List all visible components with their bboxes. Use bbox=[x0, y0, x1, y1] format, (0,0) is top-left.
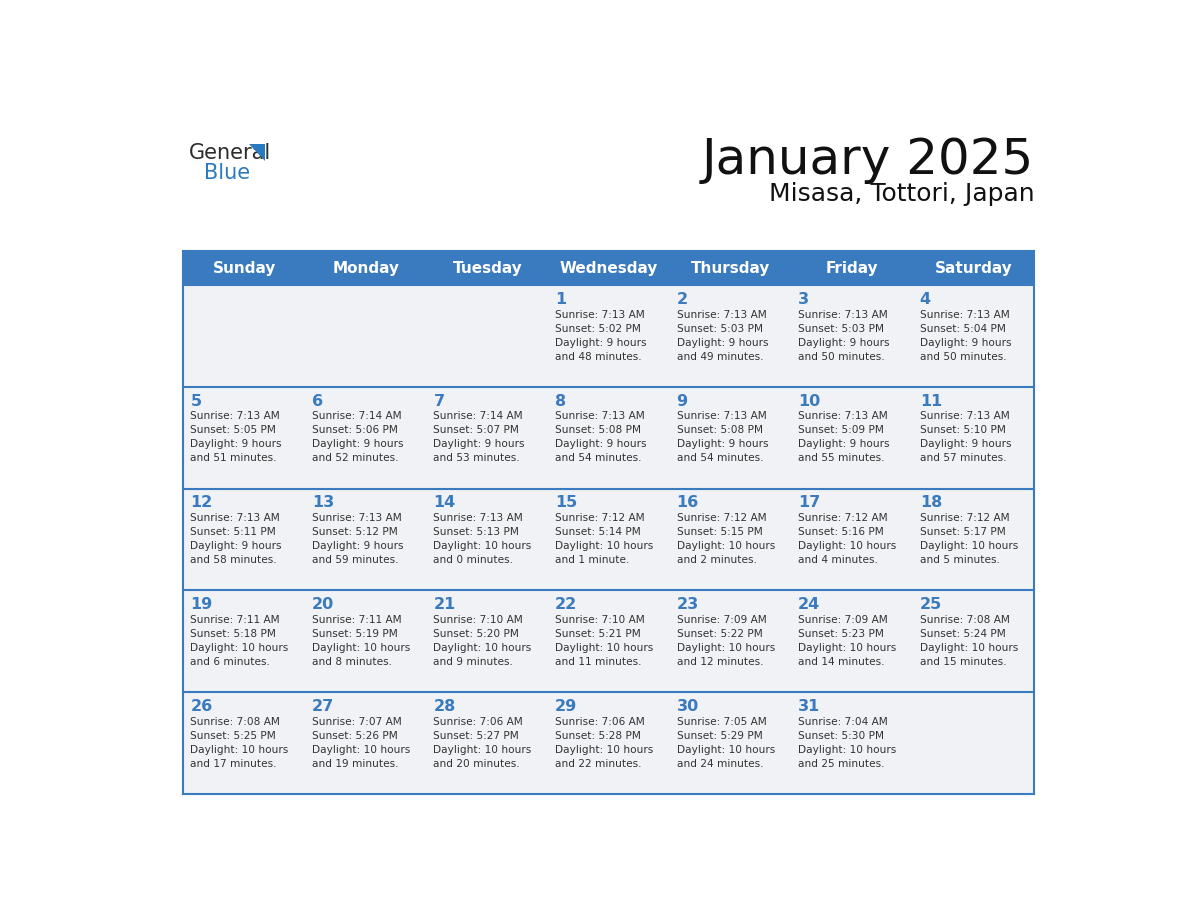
Text: Sunrise: 7:13 AM
Sunset: 5:12 PM
Daylight: 9 hours
and 59 minutes.: Sunrise: 7:13 AM Sunset: 5:12 PM Dayligh… bbox=[312, 513, 404, 565]
Bar bbox=[183, 590, 1035, 692]
Bar bbox=[183, 386, 1035, 488]
Text: 22: 22 bbox=[555, 598, 577, 612]
Text: 26: 26 bbox=[190, 699, 213, 714]
Text: Sunrise: 7:11 AM
Sunset: 5:18 PM
Daylight: 10 hours
and 6 minutes.: Sunrise: 7:11 AM Sunset: 5:18 PM Dayligh… bbox=[190, 615, 289, 667]
Text: Sunrise: 7:10 AM
Sunset: 5:20 PM
Daylight: 10 hours
and 9 minutes.: Sunrise: 7:10 AM Sunset: 5:20 PM Dayligh… bbox=[434, 615, 532, 667]
Text: 4: 4 bbox=[920, 292, 931, 307]
Text: 9: 9 bbox=[677, 394, 688, 409]
Text: Sunrise: 7:09 AM
Sunset: 5:23 PM
Daylight: 10 hours
and 14 minutes.: Sunrise: 7:09 AM Sunset: 5:23 PM Dayligh… bbox=[798, 615, 897, 667]
Text: Sunrise: 7:13 AM
Sunset: 5:13 PM
Daylight: 10 hours
and 0 minutes.: Sunrise: 7:13 AM Sunset: 5:13 PM Dayligh… bbox=[434, 513, 532, 565]
Text: 18: 18 bbox=[920, 496, 942, 510]
Text: Sunrise: 7:13 AM
Sunset: 5:03 PM
Daylight: 9 hours
and 50 minutes.: Sunrise: 7:13 AM Sunset: 5:03 PM Dayligh… bbox=[798, 309, 890, 362]
Text: Sunrise: 7:13 AM
Sunset: 5:09 PM
Daylight: 9 hours
and 55 minutes.: Sunrise: 7:13 AM Sunset: 5:09 PM Dayligh… bbox=[798, 411, 890, 464]
Text: 21: 21 bbox=[434, 598, 456, 612]
Text: Misasa, Tottori, Japan: Misasa, Tottori, Japan bbox=[769, 182, 1035, 206]
Text: Wednesday: Wednesday bbox=[560, 261, 658, 275]
Text: Tuesday: Tuesday bbox=[453, 261, 523, 275]
Text: Sunrise: 7:10 AM
Sunset: 5:21 PM
Daylight: 10 hours
and 11 minutes.: Sunrise: 7:10 AM Sunset: 5:21 PM Dayligh… bbox=[555, 615, 653, 667]
Bar bbox=[183, 692, 1035, 794]
Text: Sunrise: 7:12 AM
Sunset: 5:17 PM
Daylight: 10 hours
and 5 minutes.: Sunrise: 7:12 AM Sunset: 5:17 PM Dayligh… bbox=[920, 513, 1018, 565]
Text: 3: 3 bbox=[798, 292, 809, 307]
Text: Sunrise: 7:06 AM
Sunset: 5:28 PM
Daylight: 10 hours
and 22 minutes.: Sunrise: 7:06 AM Sunset: 5:28 PM Dayligh… bbox=[555, 717, 653, 768]
Bar bbox=[183, 285, 1035, 386]
Text: 15: 15 bbox=[555, 496, 577, 510]
Text: Sunrise: 7:13 AM
Sunset: 5:08 PM
Daylight: 9 hours
and 54 minutes.: Sunrise: 7:13 AM Sunset: 5:08 PM Dayligh… bbox=[677, 411, 769, 464]
Text: 1: 1 bbox=[555, 292, 567, 307]
Text: 16: 16 bbox=[677, 496, 699, 510]
Text: 28: 28 bbox=[434, 699, 456, 714]
Text: Sunday: Sunday bbox=[213, 261, 276, 275]
Bar bbox=[183, 488, 1035, 590]
Text: 7: 7 bbox=[434, 394, 444, 409]
Text: 24: 24 bbox=[798, 598, 821, 612]
Text: Sunrise: 7:05 AM
Sunset: 5:29 PM
Daylight: 10 hours
and 24 minutes.: Sunrise: 7:05 AM Sunset: 5:29 PM Dayligh… bbox=[677, 717, 775, 768]
Text: 12: 12 bbox=[190, 496, 213, 510]
Text: Sunrise: 7:12 AM
Sunset: 5:14 PM
Daylight: 10 hours
and 1 minute.: Sunrise: 7:12 AM Sunset: 5:14 PM Dayligh… bbox=[555, 513, 653, 565]
Text: Sunrise: 7:13 AM
Sunset: 5:08 PM
Daylight: 9 hours
and 54 minutes.: Sunrise: 7:13 AM Sunset: 5:08 PM Dayligh… bbox=[555, 411, 646, 464]
Text: Sunrise: 7:13 AM
Sunset: 5:11 PM
Daylight: 9 hours
and 58 minutes.: Sunrise: 7:13 AM Sunset: 5:11 PM Dayligh… bbox=[190, 513, 282, 565]
Bar bbox=[183, 251, 1035, 285]
Text: 13: 13 bbox=[312, 496, 334, 510]
Text: Sunrise: 7:12 AM
Sunset: 5:16 PM
Daylight: 10 hours
and 4 minutes.: Sunrise: 7:12 AM Sunset: 5:16 PM Dayligh… bbox=[798, 513, 897, 565]
Text: 23: 23 bbox=[677, 598, 699, 612]
Text: 8: 8 bbox=[555, 394, 567, 409]
Text: 2: 2 bbox=[677, 292, 688, 307]
Text: 5: 5 bbox=[190, 394, 202, 409]
Text: January 2025: January 2025 bbox=[702, 136, 1035, 184]
Text: Sunrise: 7:14 AM
Sunset: 5:06 PM
Daylight: 9 hours
and 52 minutes.: Sunrise: 7:14 AM Sunset: 5:06 PM Dayligh… bbox=[312, 411, 404, 464]
Text: Sunrise: 7:13 AM
Sunset: 5:05 PM
Daylight: 9 hours
and 51 minutes.: Sunrise: 7:13 AM Sunset: 5:05 PM Dayligh… bbox=[190, 411, 282, 464]
Text: Sunrise: 7:09 AM
Sunset: 5:22 PM
Daylight: 10 hours
and 12 minutes.: Sunrise: 7:09 AM Sunset: 5:22 PM Dayligh… bbox=[677, 615, 775, 667]
Text: Sunrise: 7:13 AM
Sunset: 5:10 PM
Daylight: 9 hours
and 57 minutes.: Sunrise: 7:13 AM Sunset: 5:10 PM Dayligh… bbox=[920, 411, 1011, 464]
Text: 20: 20 bbox=[312, 598, 334, 612]
Text: 10: 10 bbox=[798, 394, 821, 409]
Text: General: General bbox=[189, 143, 271, 163]
Text: Friday: Friday bbox=[826, 261, 878, 275]
Text: 27: 27 bbox=[312, 699, 334, 714]
Text: 30: 30 bbox=[677, 699, 699, 714]
Text: Sunrise: 7:08 AM
Sunset: 5:25 PM
Daylight: 10 hours
and 17 minutes.: Sunrise: 7:08 AM Sunset: 5:25 PM Dayligh… bbox=[190, 717, 289, 768]
Text: Saturday: Saturday bbox=[935, 261, 1012, 275]
Text: 6: 6 bbox=[312, 394, 323, 409]
Text: Sunrise: 7:13 AM
Sunset: 5:04 PM
Daylight: 9 hours
and 50 minutes.: Sunrise: 7:13 AM Sunset: 5:04 PM Dayligh… bbox=[920, 309, 1011, 362]
Text: Sunrise: 7:06 AM
Sunset: 5:27 PM
Daylight: 10 hours
and 20 minutes.: Sunrise: 7:06 AM Sunset: 5:27 PM Dayligh… bbox=[434, 717, 532, 768]
Text: 14: 14 bbox=[434, 496, 456, 510]
Text: 11: 11 bbox=[920, 394, 942, 409]
Text: Sunrise: 7:13 AM
Sunset: 5:02 PM
Daylight: 9 hours
and 48 minutes.: Sunrise: 7:13 AM Sunset: 5:02 PM Dayligh… bbox=[555, 309, 646, 362]
Text: Sunrise: 7:14 AM
Sunset: 5:07 PM
Daylight: 9 hours
and 53 minutes.: Sunrise: 7:14 AM Sunset: 5:07 PM Dayligh… bbox=[434, 411, 525, 464]
Text: 31: 31 bbox=[798, 699, 821, 714]
Text: Monday: Monday bbox=[333, 261, 399, 275]
Text: 17: 17 bbox=[798, 496, 821, 510]
Text: Thursday: Thursday bbox=[690, 261, 770, 275]
Text: 29: 29 bbox=[555, 699, 577, 714]
Text: Blue: Blue bbox=[204, 162, 251, 183]
Text: Sunrise: 7:11 AM
Sunset: 5:19 PM
Daylight: 10 hours
and 8 minutes.: Sunrise: 7:11 AM Sunset: 5:19 PM Dayligh… bbox=[312, 615, 410, 667]
Text: 25: 25 bbox=[920, 598, 942, 612]
Text: Sunrise: 7:07 AM
Sunset: 5:26 PM
Daylight: 10 hours
and 19 minutes.: Sunrise: 7:07 AM Sunset: 5:26 PM Dayligh… bbox=[312, 717, 410, 768]
Text: Sunrise: 7:04 AM
Sunset: 5:30 PM
Daylight: 10 hours
and 25 minutes.: Sunrise: 7:04 AM Sunset: 5:30 PM Dayligh… bbox=[798, 717, 897, 768]
Text: Sunrise: 7:12 AM
Sunset: 5:15 PM
Daylight: 10 hours
and 2 minutes.: Sunrise: 7:12 AM Sunset: 5:15 PM Dayligh… bbox=[677, 513, 775, 565]
Text: Sunrise: 7:13 AM
Sunset: 5:03 PM
Daylight: 9 hours
and 49 minutes.: Sunrise: 7:13 AM Sunset: 5:03 PM Dayligh… bbox=[677, 309, 769, 362]
Text: 19: 19 bbox=[190, 598, 213, 612]
Text: Sunrise: 7:08 AM
Sunset: 5:24 PM
Daylight: 10 hours
and 15 minutes.: Sunrise: 7:08 AM Sunset: 5:24 PM Dayligh… bbox=[920, 615, 1018, 667]
Polygon shape bbox=[249, 144, 265, 161]
